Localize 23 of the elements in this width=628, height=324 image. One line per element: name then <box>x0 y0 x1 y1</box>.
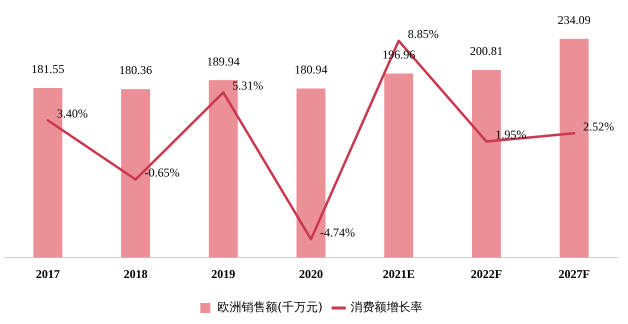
data-label: 189.94 <box>206 54 240 68</box>
x-tick-label: 2021E <box>382 266 415 281</box>
legend-label: 欧洲销售额(千万元) <box>217 300 323 314</box>
data-label: -4.74% <box>320 225 355 240</box>
data-label: 5.31% <box>232 78 264 93</box>
bar <box>384 74 414 258</box>
data-label: -0.65% <box>144 166 180 180</box>
data-label: 8.85% <box>408 26 439 41</box>
data-label: 3.40% <box>56 106 88 121</box>
x-tick-label: 2020 <box>299 266 323 281</box>
data-label: 180.36 <box>119 63 152 78</box>
legend-label: 消费额增长率 <box>350 300 423 314</box>
data-label: 2.52% <box>583 119 614 134</box>
x-tick-label: 2019 <box>211 266 236 281</box>
x-tick-label: 2027F <box>558 266 590 281</box>
data-label: 234.09 <box>558 13 591 28</box>
x-tick-label: 2017 <box>36 266 60 281</box>
x-tick-label: 2018 <box>124 266 148 281</box>
x-tick-label: 2022F <box>470 266 502 281</box>
data-label: 180.94 <box>294 62 328 77</box>
data-label: 1.95% <box>495 128 526 142</box>
data-label: 181.55 <box>31 62 64 76</box>
data-label: 200.81 <box>470 44 503 58</box>
